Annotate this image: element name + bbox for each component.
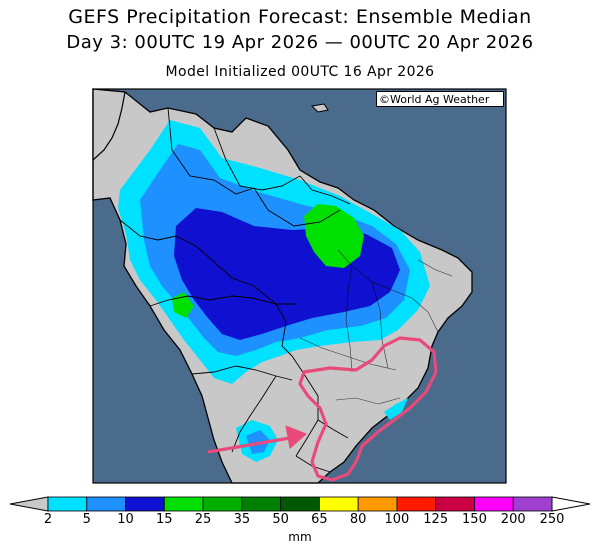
colorbar-swatch [125,496,165,512]
credit-label: ©World Ag Weather [376,91,504,107]
land-island [310,103,329,113]
colorbar-tick-label: 15 [156,512,173,527]
colorbar-tick-label: 50 [272,512,289,527]
colorbar-swatch [474,496,514,512]
colorbar-tick-label: 5 [82,512,91,527]
colorbar-tick-label: 200 [500,512,526,527]
colorbar-under-triangle [9,496,49,512]
annotation-arrow [207,425,307,454]
colorbar-tick-label: 2 [43,512,53,527]
chart-title: GEFS Precipitation Forecast: Ensemble Me… [68,6,532,28]
forecast-period: Day 3: 00UTC 19 Apr 2026 — 00UTC 20 Apr … [66,32,534,53]
colorbar-over-triangle [551,496,591,512]
colorbar-swatch [357,496,398,512]
colorbar-swatch [47,496,88,512]
colorbar-swatch [435,496,475,512]
colorbar-swatch [86,496,126,512]
colorbar-swatch [512,496,553,512]
model-init-label: Model Initialized 00UTC 16 Apr 2026 [165,64,435,80]
colorbar-tick-label: 150 [462,512,487,527]
colorbar-swatch [241,496,282,512]
colorbar [9,496,591,512]
colorbar-tick-label: 10 [117,512,134,527]
colorbar-tick-label: 80 [349,512,367,527]
colorbar-swatch [202,496,243,512]
colorbar-swatch [396,496,437,512]
colorbar-tick-label: 25 [194,512,212,527]
colorbar-tick-label: 100 [384,512,410,527]
colorbar-tick-label: 35 [233,512,251,527]
land-central-america [92,88,126,162]
highlight-outline [298,336,438,482]
precip-15-25mm [304,204,364,268]
precip-2-5mm-coast [384,398,408,420]
colorbar-tick-label: 125 [423,512,449,527]
colorbar-units: mm [288,530,312,544]
state-borders [299,249,453,405]
colorbar-tick-label: 250 [539,512,565,527]
colorbar-tick-label: 65 [311,512,328,527]
colorbar-swatch [318,496,359,512]
colorbar-swatch [163,496,204,512]
colorbar-swatch [280,496,320,512]
